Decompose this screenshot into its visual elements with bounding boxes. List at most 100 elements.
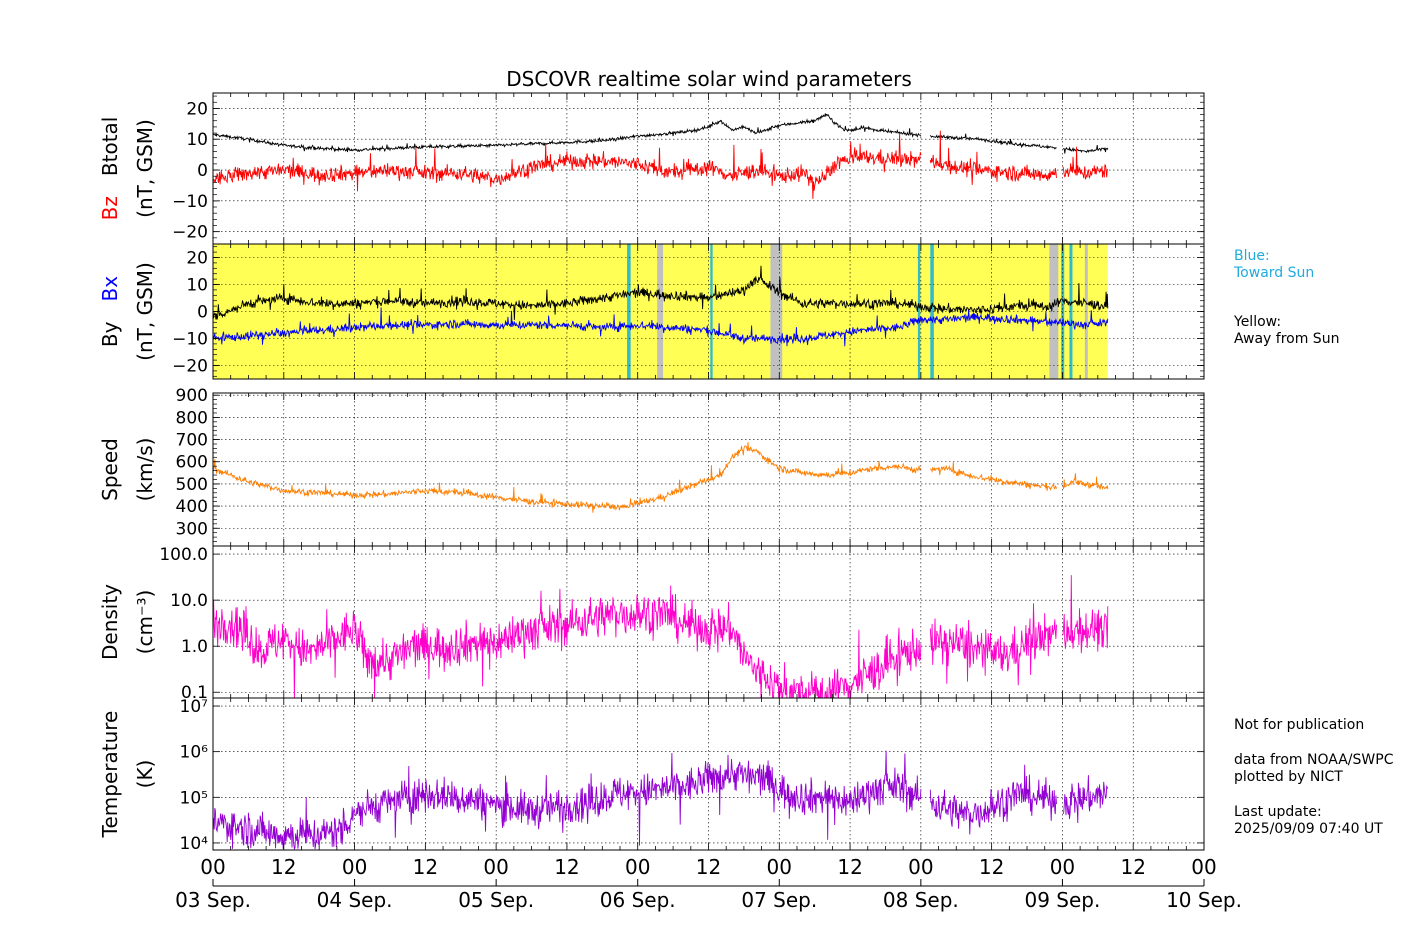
y-axis: −20 −10 0 10 20	[172, 246, 1204, 377]
grid	[213, 93, 1204, 244]
x-hour-label: 12	[271, 855, 296, 879]
y-title-part: Btotal	[98, 117, 122, 176]
publication-note: Not for publication	[1234, 717, 1365, 733]
y-tick-label: −20	[172, 357, 208, 377]
panel-2: −20 −10 0 10 20 By Bx (nT, GSM)	[98, 243, 1205, 380]
grid	[213, 698, 1204, 850]
y-tick-label: 1.0	[181, 637, 208, 657]
y-tick-label: 500	[176, 475, 208, 495]
y-tick-label: −20	[172, 223, 208, 243]
y-tick-label: 0	[197, 161, 208, 181]
x-hour-label: 00	[1191, 855, 1216, 879]
y-tick-label: 100.0	[159, 545, 208, 565]
y-tick-label: −10	[172, 192, 208, 212]
y-axis-title: Bz Btotal	[98, 117, 122, 221]
series-group	[213, 575, 1109, 698]
data-gap-band	[657, 244, 664, 379]
toward-sector-band	[917, 244, 921, 379]
x-hour-label: 00	[908, 855, 933, 879]
series-by	[213, 265, 1109, 320]
y-axis-title: By Bx	[98, 276, 122, 347]
x-hour-label: 00	[200, 855, 225, 879]
x-ticks	[212, 244, 1205, 379]
y-title-space	[98, 176, 122, 196]
y-tick-label: 10	[186, 276, 208, 296]
x-hour-label: 00	[1050, 855, 1075, 879]
y-tick-label: 700	[176, 431, 208, 451]
y-axis-units: (cm⁻³)	[133, 590, 157, 655]
data-gap-band	[770, 244, 783, 379]
y-tick-label: 300	[176, 519, 208, 539]
x-hour-label: 12	[554, 855, 579, 879]
series-group	[213, 441, 1109, 513]
y-axis-title: Speed	[98, 438, 122, 501]
y-tick-label: 600	[176, 453, 208, 473]
series-density	[213, 575, 1109, 698]
y-tick-label: 10⁵	[180, 788, 208, 808]
x-date-label: 03 Sep.	[175, 888, 251, 912]
x-date-label: 04 Sep.	[317, 888, 393, 912]
y-tick-label: −10	[172, 330, 208, 350]
y-tick-label: 10⁶	[180, 743, 209, 763]
x-hour-label: 00	[483, 855, 508, 879]
toward-sector-band	[710, 244, 713, 379]
y-tick-label: 10.0	[170, 591, 208, 611]
source-line-2: plotted by NICT	[1234, 769, 1343, 785]
series-speed	[213, 441, 1109, 513]
y-axis-units: (km/s)	[133, 438, 157, 502]
y-tick-label: 10⁷	[180, 697, 209, 717]
series-group	[213, 265, 1109, 347]
x-hour-label: 12	[696, 855, 721, 879]
x-hour-label: 00	[342, 855, 367, 879]
grid	[213, 546, 1204, 698]
figure-title: DSCOVR realtime solar wind parameters	[506, 67, 912, 91]
y-axis: 0.1 1.0 10.0 100.0	[159, 545, 1204, 703]
last-update-label: Last update:	[1234, 804, 1322, 820]
x-ticks	[212, 393, 1205, 546]
y-tick-label: 20	[186, 99, 208, 119]
series-group	[213, 750, 1109, 850]
last-update-time: 2025/09/09 07:40 UT	[1234, 821, 1383, 837]
toward-sector-band	[930, 244, 934, 379]
grid	[213, 244, 1204, 379]
y-title-part: Bx	[98, 276, 122, 302]
x-ticks	[212, 546, 1205, 698]
series-bx	[213, 307, 1109, 347]
panel-1: −20 −10 0 10 20 Bz Btotal (nT, GSM)	[98, 92, 1205, 245]
x-hour-label: 12	[1120, 855, 1145, 879]
x-date-label: 05 Sep.	[458, 888, 534, 912]
x-ticks	[212, 698, 1205, 850]
y-title-part: By	[98, 321, 122, 347]
x-date-label: 10 Sep.	[1166, 888, 1242, 912]
toward-sector-band	[1061, 244, 1065, 379]
series-bz	[213, 130, 1108, 199]
x-hour-label: 12	[413, 855, 438, 879]
x-date-label: 09 Sep.	[1024, 888, 1100, 912]
toward-sector-band	[627, 244, 631, 379]
y-axis: −20 −10 0 10 20	[172, 95, 1204, 245]
x-date-label: 07 Sep.	[741, 888, 817, 912]
grid	[213, 393, 1204, 546]
panel-5: 10⁴ 10⁵ 10⁶ 10⁷ Temperature (K)	[98, 697, 1205, 854]
x-hour-label: 12	[979, 855, 1004, 879]
y-axis-units: (nT, GSM)	[133, 262, 157, 361]
y-tick-label: 20	[186, 249, 208, 269]
x-date-label: 06 Sep.	[600, 888, 676, 912]
y-axis-units: (nT, GSM)	[133, 119, 157, 218]
x-ticks	[212, 93, 1205, 244]
y-tick-label: 10⁴	[180, 834, 209, 854]
y-title-part: Bz	[98, 196, 122, 220]
y-tick-label: 0	[197, 303, 208, 323]
x-hour-label: 00	[767, 855, 792, 879]
y-tick-label: 400	[176, 497, 208, 517]
y-axis-title: Temperature	[98, 711, 122, 839]
blue-legend: Blue: Toward Sun	[1234, 248, 1315, 281]
toward-sector-band	[1069, 244, 1073, 379]
y-axis: 10⁴ 10⁵ 10⁶ 10⁷	[180, 697, 1204, 854]
y-axis-units: (K)	[133, 760, 157, 789]
panel-4: 0.1 1.0 10.0 100.0 Density (cm⁻³)	[98, 545, 1205, 703]
y-tick-label: 800	[176, 408, 208, 428]
